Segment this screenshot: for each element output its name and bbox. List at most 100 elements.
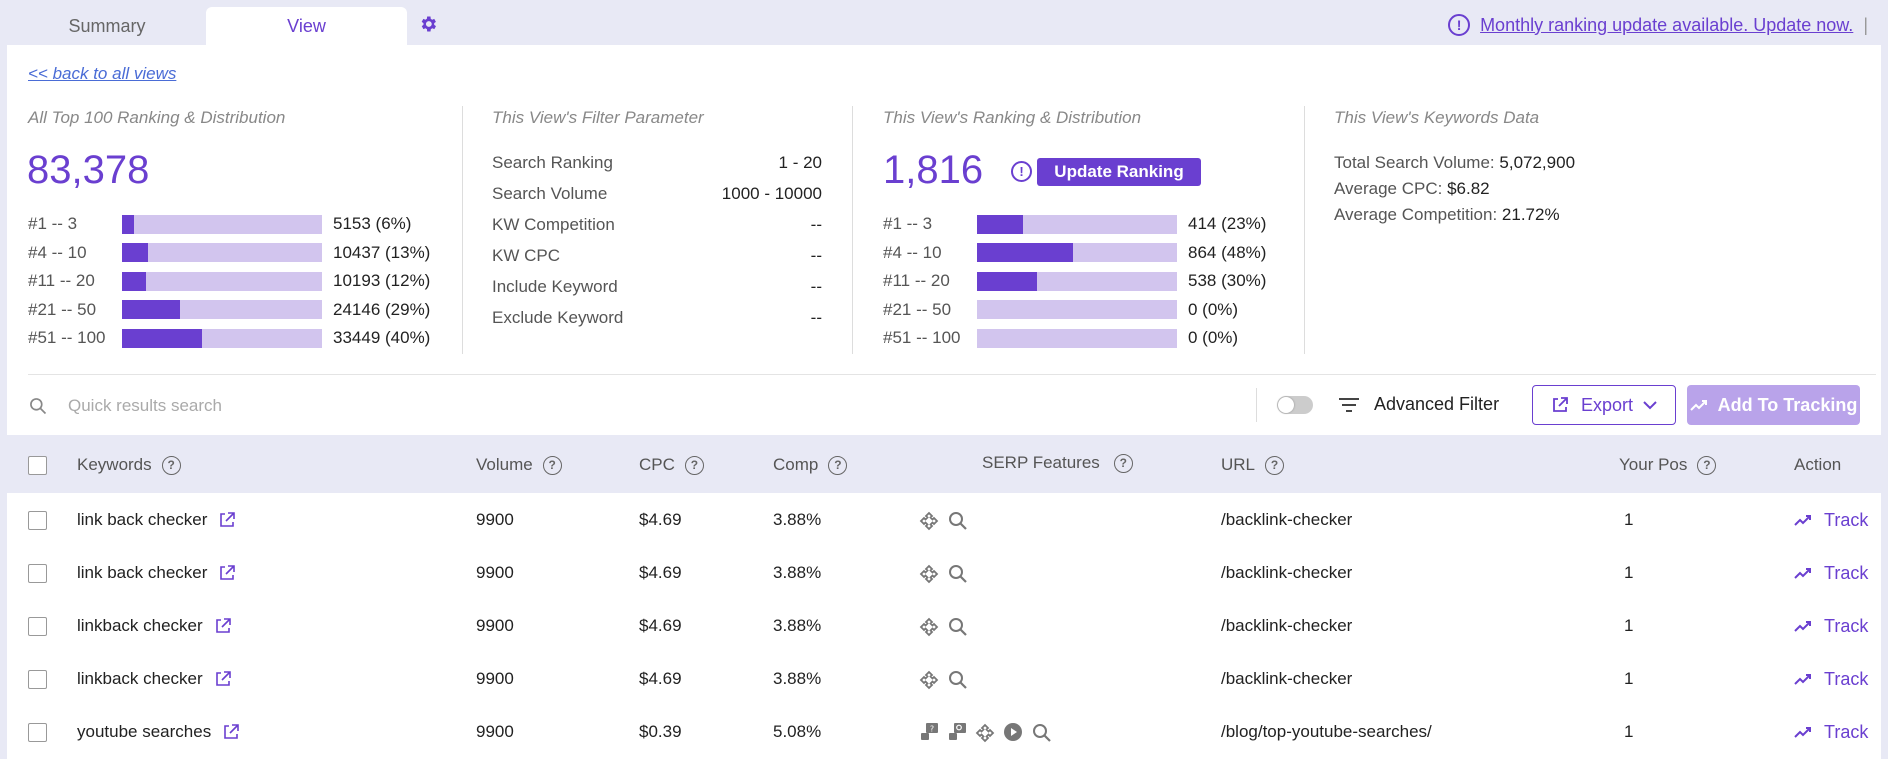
col-comp[interactable]: Comp? <box>773 455 848 475</box>
col-url[interactable]: URL? <box>1221 455 1285 475</box>
trending-up-icon <box>1794 727 1811 738</box>
help-icon[interactable]: ? <box>161 455 181 475</box>
comp-cell: 3.88% <box>773 669 822 688</box>
divider <box>852 106 853 354</box>
keyword-text[interactable]: linkback checker <box>77 616 203 635</box>
col-volume[interactable]: Volume? <box>476 455 562 475</box>
distribution-bar <box>977 300 1177 319</box>
range-label: #1 -- 3 <box>883 214 933 233</box>
external-link-icon[interactable] <box>223 724 240 740</box>
alert-icon: ! <box>1448 14 1471 36</box>
track-link[interactable]: Track <box>1794 668 1868 690</box>
track-link[interactable]: Track <box>1794 615 1868 637</box>
update-now-link[interactable]: Monthly ranking update available. Update… <box>1480 14 1854 35</box>
track-link[interactable]: Track <box>1794 721 1868 743</box>
divider <box>1304 106 1305 354</box>
distribution-bar-fill <box>122 214 134 234</box>
col-keywords[interactable]: Keywords? <box>77 455 181 475</box>
range-label: #11 -- 20 <box>883 271 950 290</box>
table-header <box>7 435 1881 493</box>
distribution-bar <box>122 243 322 262</box>
keyword-cell[interactable]: linkback checker <box>77 668 231 690</box>
keyword-cell[interactable]: link back checker <box>77 509 236 531</box>
col-cpc[interactable]: CPC? <box>639 455 704 475</box>
tab-view[interactable]: View <box>206 7 407 45</box>
url-cell: /blog/top-youtube-searches/ <box>1221 722 1432 741</box>
update-ranking-button[interactable]: Update Ranking <box>1037 158 1201 186</box>
filter-param-row: Exclude Keyword -- <box>492 308 822 330</box>
advanced-filter-button[interactable]: Advanced Filter <box>1374 394 1500 414</box>
row-checkbox[interactable] <box>28 670 47 689</box>
back-to-views-link[interactable]: << back to all views <box>28 64 177 83</box>
col-action-label: Action <box>1794 455 1842 474</box>
comp-cell: 3.88% <box>773 510 822 529</box>
col-serp[interactable]: SERP Features? <box>982 453 1133 473</box>
cpc-cell: $4.69 <box>639 510 682 529</box>
puzzle-icon <box>975 723 995 743</box>
kw-data-key: Average Competition: <box>1334 205 1498 224</box>
range-value: 0 (0%) <box>1188 328 1239 347</box>
row-checkbox[interactable] <box>28 511 47 530</box>
filter-toggle[interactable] <box>1277 396 1313 414</box>
help-icon[interactable]: ? <box>684 455 704 475</box>
distribution-row: #11 -- 20 10193 (12%) <box>28 270 430 292</box>
distribution-bar-fill <box>122 271 146 291</box>
quick-search-input[interactable] <box>68 393 568 419</box>
col-url-label: URL <box>1221 455 1256 474</box>
kw-data-title: This View's Keywords Data <box>1334 108 1540 127</box>
row-checkbox[interactable] <box>28 564 47 583</box>
row-checkbox[interactable] <box>28 723 47 742</box>
help-icon[interactable]: ? <box>1113 453 1133 473</box>
filter-param-row: KW Competition -- <box>492 215 822 237</box>
external-link-icon[interactable] <box>219 565 236 581</box>
info-icon: ! <box>1011 161 1032 182</box>
filter-param-row: Search Volume 1000 - 10000 <box>492 184 822 206</box>
view-rank-title: This View's Ranking & Distribution <box>883 108 1142 127</box>
kw-data-row: Average Competition: 21.72% <box>1334 205 1560 225</box>
distribution-bar <box>977 328 1177 348</box>
external-link-icon[interactable] <box>219 512 236 528</box>
col-your-pos[interactable]: Your Pos? <box>1619 455 1717 475</box>
keyword-text[interactable]: link back checker <box>77 510 208 529</box>
chevron-down-icon <box>1643 401 1657 410</box>
search-icon <box>949 671 967 689</box>
help-icon[interactable]: ? <box>828 455 848 475</box>
filter-icon[interactable] <box>1338 396 1360 414</box>
range-label: #51 -- 100 <box>28 328 106 347</box>
url-cell: /backlink-checker <box>1221 669 1353 688</box>
volume-cell: 9900 <box>476 510 514 529</box>
keyword-text[interactable]: linkback checker <box>77 669 203 688</box>
search-icon <box>30 398 47 415</box>
export-button[interactable]: Export <box>1532 385 1676 425</box>
keyword-cell[interactable]: youtube searches <box>77 721 240 743</box>
tab-summary[interactable]: Summary <box>68 15 146 36</box>
range-value: 864 (48%) <box>1188 242 1267 262</box>
keyword-text[interactable]: youtube searches <box>77 722 212 741</box>
distribution-row: #51 -- 100 33449 (40%) <box>28 327 430 349</box>
col-pos-label: Your Pos <box>1619 455 1688 474</box>
keyword-cell[interactable]: link back checker <box>77 562 236 584</box>
track-link[interactable]: Track <box>1794 509 1868 531</box>
add-to-tracking-button[interactable]: Add To Tracking <box>1687 385 1860 425</box>
external-link-icon[interactable] <box>215 618 231 634</box>
filter-param-key: Search Volume <box>492 184 608 203</box>
external-link-icon[interactable] <box>215 671 231 687</box>
divider <box>1256 388 1257 422</box>
track-link[interactable]: Track <box>1794 562 1868 584</box>
serp-features-cell: ? <box>918 721 1052 743</box>
distribution-row: #4 -- 10 10437 (13%) <box>28 242 430 264</box>
filter-param-row: KW CPC -- <box>492 246 822 268</box>
gear-icon[interactable] <box>418 14 438 34</box>
select-all-checkbox[interactable] <box>28 456 47 475</box>
help-icon[interactable]: ? <box>542 455 562 475</box>
row-checkbox[interactable] <box>28 617 47 636</box>
distribution-bar <box>122 214 322 234</box>
help-icon[interactable]: ? <box>1697 455 1717 475</box>
help-icon[interactable]: ? <box>1265 455 1285 475</box>
col-comp-label: Comp <box>773 455 819 474</box>
distribution-bar-fill <box>977 214 1023 234</box>
distribution-row: #4 -- 10 864 (48%) <box>883 242 1266 264</box>
keyword-text[interactable]: link back checker <box>77 563 208 582</box>
pos-cell: 1 <box>1624 563 1634 582</box>
keyword-cell[interactable]: linkback checker <box>77 615 231 637</box>
